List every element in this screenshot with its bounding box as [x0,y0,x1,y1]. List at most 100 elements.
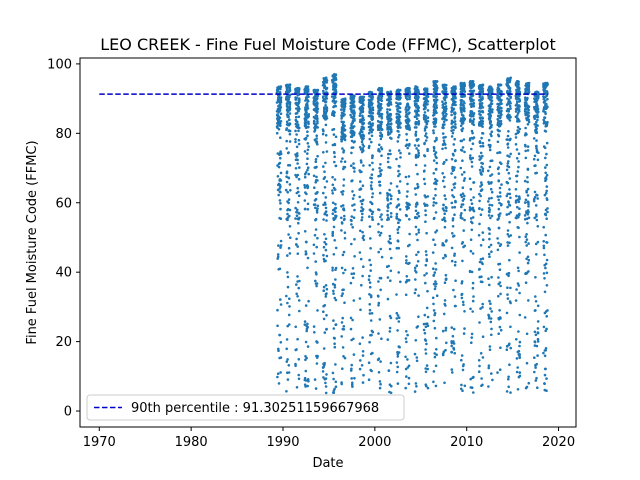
data-point [404,88,408,92]
data-point [480,183,484,186]
data-point [432,131,436,135]
data-point [313,122,317,126]
data-point [297,299,301,302]
data-point [424,250,428,253]
data-point [276,117,279,120]
data-point [424,348,427,351]
data-point [340,294,344,298]
data-point [470,336,474,339]
data-point [303,175,307,179]
data-point [340,335,344,338]
data-point [389,212,393,215]
data-point [479,213,483,216]
data-point [278,333,282,337]
data-point [471,131,474,135]
data-point [415,87,418,90]
data-point [508,86,512,90]
data-point [524,235,527,238]
data-point [332,389,336,392]
data-point [379,360,382,363]
data-point [351,102,355,106]
data-point [544,130,548,133]
data-point [462,332,466,335]
data-point [416,238,419,242]
data-point [434,384,438,388]
data-point [395,215,399,218]
data-point [500,109,503,113]
data-point [352,193,356,197]
data-point [408,152,411,155]
data-point [306,94,310,97]
data-point [314,158,318,161]
data-point [441,90,444,93]
data-point [443,185,446,189]
data-point [277,382,281,385]
data-point [377,332,380,335]
data-point [481,92,484,95]
data-point [340,120,344,123]
data-point [537,110,540,113]
data-point [295,133,298,136]
data-point [527,120,531,124]
data-point [506,143,509,146]
data-point [481,302,485,306]
data-point [314,260,318,263]
data-point [332,133,336,136]
data-point [432,370,436,373]
data-point [487,277,490,281]
data-point [304,119,307,123]
data-point [533,370,536,374]
data-point [334,202,337,206]
data-point [517,108,521,111]
data-point [325,97,329,100]
data-point [488,117,492,120]
data-point [395,370,399,374]
data-point [487,214,491,217]
data-point [488,110,492,114]
data-point [398,110,402,114]
data-point [368,164,372,167]
data-point [460,173,464,176]
data-point [470,160,474,164]
data-point [451,131,455,135]
data-point [525,233,528,236]
data-point [304,369,308,373]
data-point [386,196,389,200]
data-point [342,178,346,181]
data-point [278,97,282,101]
data-point [287,129,291,133]
data-point [370,312,374,315]
data-point [358,297,362,300]
data-point [490,372,493,375]
data-point [525,189,528,193]
data-point [360,216,364,219]
data-point [536,331,540,334]
data-point [517,165,520,169]
data-point [518,374,522,378]
data-point [395,94,399,98]
data-point [507,274,510,278]
data-point [404,355,407,359]
data-point [506,293,509,296]
data-point [295,158,299,161]
data-point [461,389,464,393]
data-point [333,101,337,105]
data-point [379,104,382,108]
data-point [444,277,448,281]
data-point [479,171,483,174]
data-point [286,102,289,105]
data-point [451,225,455,228]
data-point [342,120,346,124]
data-point [408,97,411,101]
data-point [361,236,365,240]
data-point [389,269,393,273]
data-point [386,203,390,206]
data-point [386,117,390,120]
data-point [487,364,491,368]
data-point [508,241,511,245]
data-point [489,317,493,320]
data-point [368,274,371,278]
data-point [424,134,427,138]
data-point [361,381,365,384]
data-point [508,104,512,108]
